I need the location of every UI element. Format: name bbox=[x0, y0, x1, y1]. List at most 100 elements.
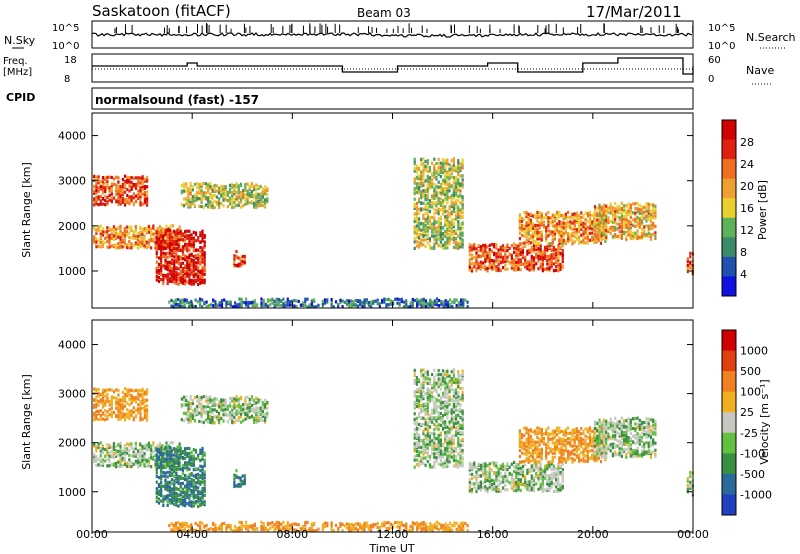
power-cell bbox=[413, 237, 416, 241]
power-cell bbox=[197, 238, 200, 242]
power-cell bbox=[553, 233, 557, 237]
power-cell bbox=[190, 239, 193, 243]
power-cell bbox=[295, 299, 298, 303]
velocity-cell bbox=[141, 462, 144, 466]
power-cell bbox=[411, 304, 414, 308]
power-cell bbox=[228, 202, 232, 206]
colorbar-swatch bbox=[722, 237, 736, 258]
power-cell bbox=[235, 195, 238, 199]
power-cell bbox=[559, 251, 562, 255]
power-cell bbox=[168, 260, 171, 264]
power-cell bbox=[431, 234, 434, 238]
velocity-cell bbox=[417, 403, 421, 407]
power-cell bbox=[341, 299, 344, 303]
power-cell bbox=[457, 172, 460, 176]
power-cell bbox=[235, 203, 238, 208]
power-cell bbox=[123, 190, 127, 194]
velocity-cell bbox=[155, 496, 158, 500]
power-cell bbox=[437, 219, 440, 224]
power-cell bbox=[611, 205, 615, 210]
power-cell bbox=[185, 197, 188, 201]
velocity-cell bbox=[125, 442, 129, 446]
power-cell bbox=[173, 244, 176, 248]
power-cell bbox=[584, 231, 587, 235]
power-cell bbox=[652, 208, 655, 212]
power-cell bbox=[233, 200, 236, 205]
velocity-cell bbox=[242, 404, 245, 409]
power-cell bbox=[426, 197, 429, 202]
power-cell bbox=[441, 181, 445, 185]
velocity-cell bbox=[203, 472, 206, 477]
power-cell bbox=[454, 240, 458, 244]
power-cell bbox=[598, 215, 601, 220]
power-cell bbox=[190, 264, 193, 268]
power-cell bbox=[618, 218, 621, 222]
power-cell bbox=[560, 234, 563, 238]
power-cell bbox=[188, 229, 191, 233]
power-cell bbox=[636, 218, 639, 222]
velocity-cell bbox=[126, 388, 129, 392]
velocity-cell bbox=[108, 413, 111, 417]
power-cell bbox=[614, 209, 617, 213]
power-cell bbox=[555, 264, 558, 269]
velocity-cell bbox=[203, 476, 206, 480]
velocity-cell bbox=[435, 459, 438, 463]
velocity-cell bbox=[435, 457, 438, 462]
velocity-cell bbox=[186, 479, 189, 483]
velocity-cell bbox=[197, 453, 200, 457]
velocity-cell bbox=[169, 447, 172, 451]
velocity-cell bbox=[168, 460, 171, 464]
velocity-cell bbox=[145, 414, 149, 418]
power-cell bbox=[188, 263, 191, 267]
power-cell bbox=[482, 265, 485, 269]
power-cell bbox=[106, 232, 109, 237]
power-cell bbox=[539, 264, 542, 268]
power-cell bbox=[448, 298, 452, 302]
power-cell bbox=[244, 301, 248, 305]
power-cell bbox=[173, 275, 176, 279]
power-cell bbox=[620, 233, 623, 238]
power-cell bbox=[518, 216, 522, 220]
velocity-cell bbox=[179, 476, 182, 481]
power-cell bbox=[442, 305, 445, 309]
power-cell bbox=[435, 230, 438, 234]
velocity-cell bbox=[203, 483, 206, 487]
power-cell bbox=[180, 189, 183, 193]
colorbar-tick-label: 16 bbox=[740, 202, 754, 215]
power-cell bbox=[561, 249, 564, 253]
power-cell bbox=[459, 208, 462, 212]
power-cell bbox=[158, 224, 162, 229]
velocity-cell bbox=[106, 443, 109, 447]
power-cell bbox=[543, 267, 547, 271]
power-cell bbox=[157, 279, 161, 283]
velocity-cell bbox=[145, 388, 149, 392]
power-cell bbox=[101, 185, 105, 189]
power-cell bbox=[247, 300, 250, 305]
power-cell bbox=[106, 200, 109, 204]
velocity-cell bbox=[193, 395, 197, 400]
velocity-cell bbox=[426, 399, 429, 404]
velocity-cell bbox=[190, 500, 193, 504]
power-cell bbox=[444, 182, 447, 186]
power-cell bbox=[444, 246, 447, 250]
power-cell bbox=[175, 242, 178, 246]
power-cell bbox=[312, 298, 316, 302]
power-cell bbox=[198, 303, 202, 308]
velocity-cell bbox=[97, 463, 100, 467]
velocity-cell bbox=[201, 446, 204, 451]
power-cell bbox=[143, 239, 146, 244]
velocity-cell bbox=[426, 406, 429, 410]
power-cell bbox=[446, 201, 449, 205]
velocity-cell bbox=[168, 461, 171, 466]
power-cell bbox=[508, 252, 511, 256]
power-cell bbox=[466, 305, 469, 309]
power-cell bbox=[537, 247, 540, 251]
power-cell bbox=[181, 280, 185, 284]
power-cell bbox=[422, 227, 425, 232]
power-cell bbox=[586, 236, 589, 240]
power-cell bbox=[640, 234, 644, 239]
velocity-cell bbox=[422, 409, 425, 413]
power-cell bbox=[488, 262, 491, 267]
velocity-cell bbox=[128, 462, 131, 466]
velocity-cell bbox=[112, 455, 116, 460]
